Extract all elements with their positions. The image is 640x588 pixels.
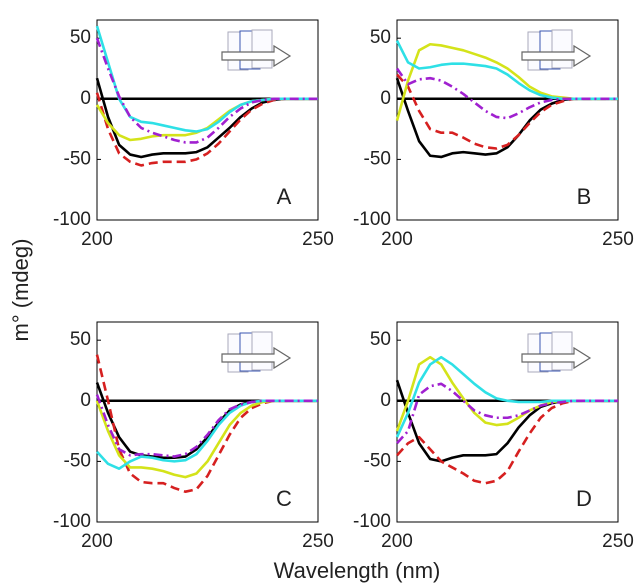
series-line: [96, 399, 318, 470]
panel-label: B: [577, 184, 592, 209]
x-tick-label: 250: [602, 229, 634, 250]
y-tick-label: 0: [80, 390, 91, 411]
y-tick-label: 50: [70, 27, 91, 48]
panel: -100 -50 0 50 200 250 B: [353, 19, 634, 250]
inset-sheet: [251, 331, 273, 371]
inset-arrow: [521, 44, 592, 68]
panel: -100 -50 0 50 200 250 C: [53, 321, 334, 552]
y-tick-label: 0: [80, 88, 91, 109]
series-line: [395, 40, 618, 101]
series-line: [95, 394, 318, 458]
y-tick-label: 50: [370, 27, 391, 48]
y-tick-label: -50: [364, 450, 391, 471]
y-tick-label: -100: [353, 511, 391, 532]
x-tick-label: 250: [302, 531, 334, 552]
x-tick-label: 200: [81, 531, 113, 552]
x-tick-label: 250: [302, 229, 334, 250]
y-tick-label: -100: [53, 209, 91, 230]
y-tick-label: -100: [53, 511, 91, 532]
y-tick-label: 50: [70, 329, 91, 350]
panel: -100 -50 0 50 200 250 D: [353, 321, 634, 552]
panel-label: D: [576, 486, 592, 511]
inset-sheet: [551, 29, 573, 69]
y-tick-label: -50: [64, 148, 91, 169]
x-axis-label: Wavelength (nm): [274, 558, 441, 583]
panel-label: C: [276, 486, 292, 511]
series-line: [95, 25, 318, 133]
x-tick-label: 200: [381, 229, 413, 250]
y-tick-label: 0: [380, 390, 391, 411]
series-line: [395, 67, 618, 120]
y-tick-label: 0: [380, 88, 391, 109]
y-axis-label: m° (mdeg): [8, 239, 33, 342]
series-line: [396, 382, 618, 445]
inset-arrow: [521, 346, 592, 370]
inset-arrow: [221, 44, 292, 68]
y-tick-label: 50: [370, 329, 391, 350]
x-tick-label: 200: [81, 229, 113, 250]
panel-label: A: [277, 184, 292, 209]
x-tick-label: 250: [602, 531, 634, 552]
series-line: [396, 73, 618, 150]
y-tick-label: -50: [364, 148, 391, 169]
panel: -100 -50 0 50 200 250 A: [53, 19, 334, 250]
inset-arrow: [221, 346, 292, 370]
inset-sheet: [551, 331, 573, 371]
series-line: [95, 37, 318, 144]
y-tick-label: -100: [353, 209, 391, 230]
inset-sheet: [251, 29, 273, 69]
x-tick-label: 200: [381, 531, 413, 552]
y-tick-label: -50: [64, 450, 91, 471]
